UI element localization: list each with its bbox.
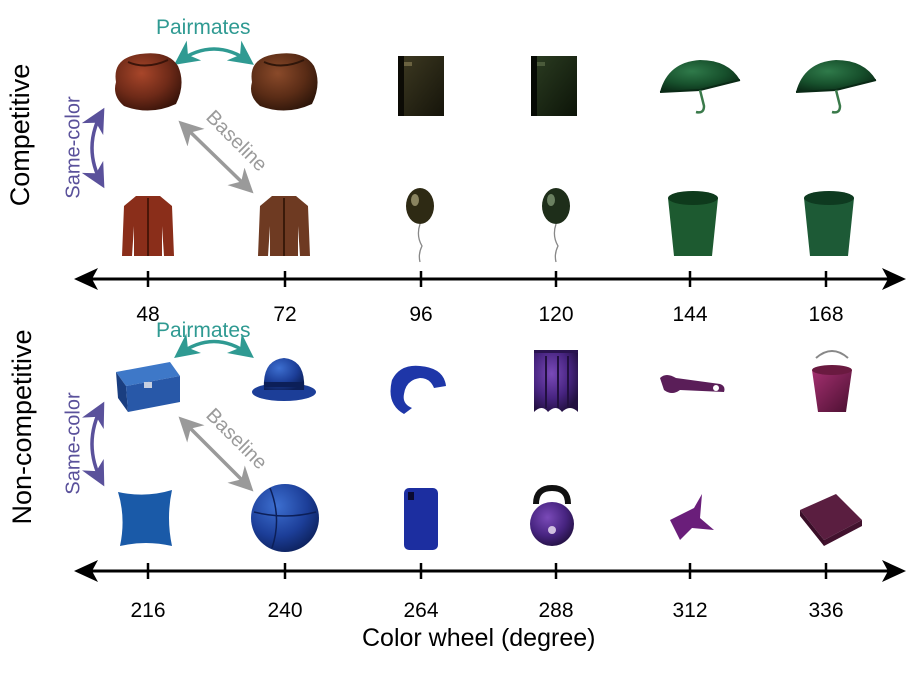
jacket-icon (122, 196, 174, 256)
row-label-competitive: Competitive (5, 63, 35, 207)
bucket-icon (804, 191, 854, 256)
axis-top (74, 268, 906, 290)
baseline-arrow-top (178, 120, 254, 194)
origami-crane-icon (670, 494, 714, 540)
tick-label: 288 (538, 599, 574, 622)
tick-label: 168 (808, 303, 844, 326)
same-color-arrow-top (81, 107, 105, 189)
pairmates-label-top: Pairmates (156, 16, 251, 39)
bean-bag-icon (115, 53, 182, 111)
bean-bag-icon (251, 53, 318, 111)
jacket-icon (258, 196, 310, 256)
umbrella-icon (659, 60, 741, 114)
cushion-icon (118, 490, 172, 546)
binder-icon (531, 56, 577, 116)
tick-label: 312 (672, 599, 708, 622)
axis-title: Color wheel (degree) (362, 624, 596, 652)
paint-bucket-icon (812, 350, 852, 412)
tick-label: 144 (672, 303, 708, 326)
same-color-label-top: Same-color (62, 96, 85, 199)
binder-icon (398, 56, 444, 116)
toolbox-icon (116, 362, 180, 412)
row-label-noncompetitive: Non-competitive (7, 329, 37, 525)
tick-label: 72 (273, 303, 297, 326)
same-color-label-bottom: Same-color (62, 392, 85, 495)
pairmates-arrow-bottom (174, 333, 254, 358)
phone-case-icon (404, 488, 438, 550)
tick-label: 48 (136, 303, 160, 326)
wrench-icon (660, 375, 725, 393)
curtain-icon (534, 350, 578, 412)
balloon-icon (542, 188, 570, 263)
exercise-ball-icon (251, 484, 319, 552)
baseline-arrow-bottom (178, 416, 254, 492)
tick-label: 216 (130, 599, 166, 622)
tick-label: 264 (403, 599, 439, 622)
floor-mat-icon (800, 494, 862, 546)
tick-label: 240 (267, 599, 303, 622)
neck-pillow-icon (390, 365, 446, 414)
same-color-arrow-bottom (82, 401, 105, 487)
tick-label: 96 (409, 303, 433, 326)
tick-label: 336 (808, 599, 844, 622)
umbrella-icon (795, 60, 877, 114)
tick-label: 120 (538, 303, 574, 326)
axis-bottom (74, 560, 906, 582)
balloon-icon (406, 188, 434, 263)
bowler-hat-icon (252, 358, 316, 401)
kettlebell-icon (530, 484, 574, 546)
pairmates-arrow-top (174, 40, 254, 65)
bucket-icon (668, 191, 718, 256)
pairmates-label-bottom: Pairmates (156, 319, 251, 342)
